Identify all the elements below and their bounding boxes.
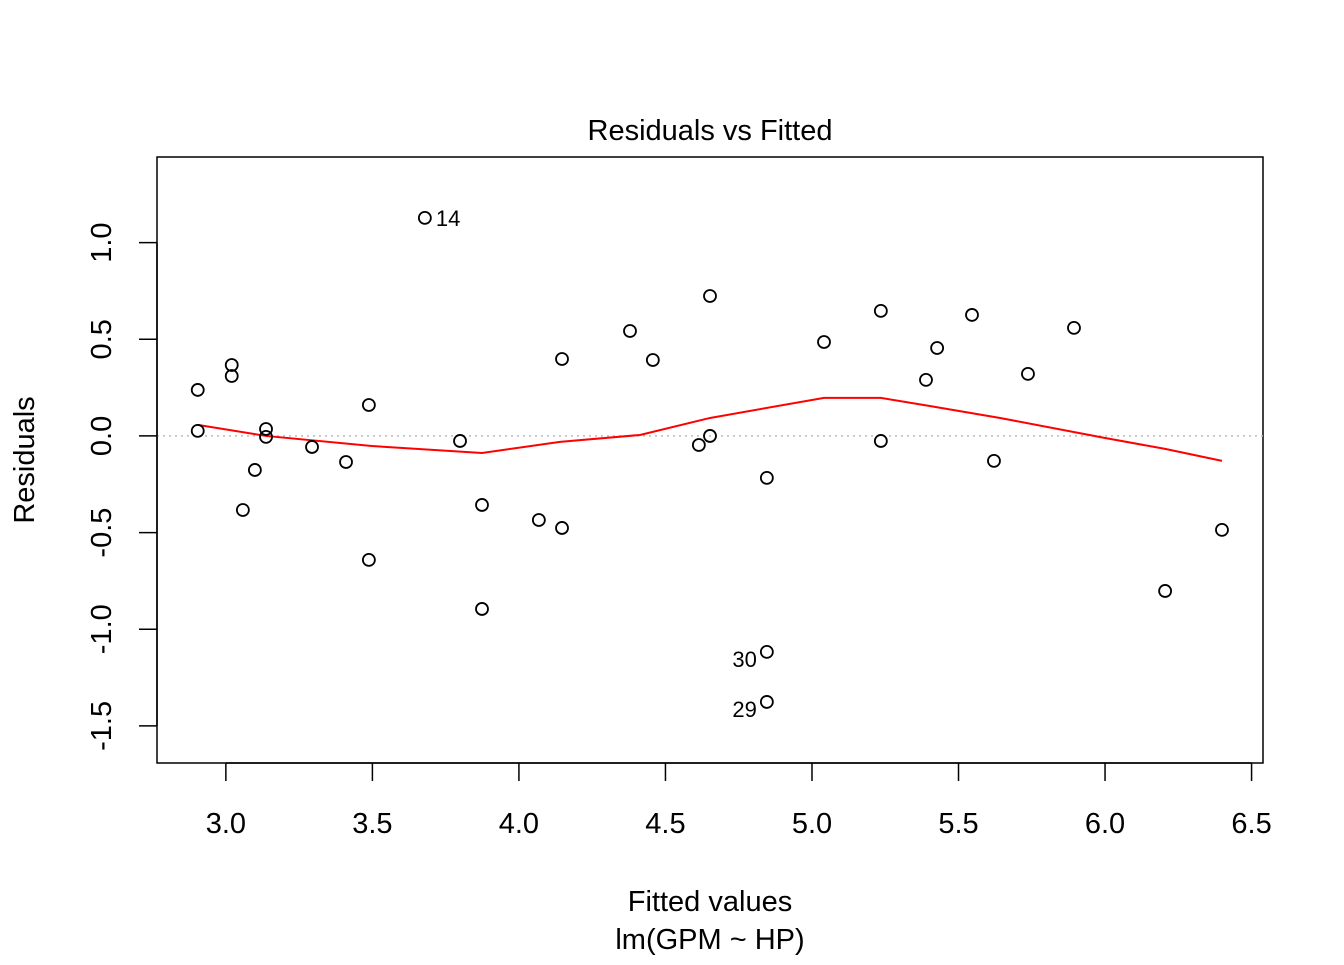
data-point bbox=[919, 372, 933, 387]
data-point bbox=[817, 335, 831, 349]
data-point bbox=[475, 498, 489, 512]
data-point bbox=[224, 369, 239, 383]
points-layer: 14 30 29 bbox=[190, 206, 1229, 722]
y-axis: -1.5 -1.0 -0.5 0.0 0.5 1.0 bbox=[86, 222, 158, 751]
data-point bbox=[339, 455, 353, 469]
data-point bbox=[623, 324, 637, 338]
y-tick-label: -1.5 bbox=[86, 701, 118, 751]
x-axis: 3.0 3.5 4.0 4.5 5.0 5.5 6.0 6.5 bbox=[206, 762, 1272, 840]
data-point bbox=[1158, 584, 1173, 598]
data-point bbox=[759, 695, 774, 709]
data-point bbox=[361, 552, 376, 567]
point-label: 14 bbox=[436, 206, 460, 231]
data-point bbox=[259, 422, 273, 436]
x-tick-label: 5.0 bbox=[792, 808, 832, 840]
y-tick-label: 1.0 bbox=[86, 222, 118, 262]
data-point bbox=[873, 434, 888, 448]
data-point bbox=[190, 424, 205, 438]
data-point bbox=[965, 308, 979, 322]
data-point bbox=[453, 434, 467, 448]
data-point bbox=[873, 303, 888, 318]
data-point bbox=[1215, 522, 1229, 537]
point-label: 29 bbox=[732, 697, 756, 722]
x-tick-label: 6.5 bbox=[1231, 808, 1271, 840]
data-point bbox=[1021, 366, 1035, 381]
data-point bbox=[305, 440, 319, 454]
data-point bbox=[531, 513, 546, 527]
point-label: 30 bbox=[732, 647, 756, 672]
data-point bbox=[987, 453, 1001, 468]
x-tick-label: 6.0 bbox=[1085, 808, 1125, 840]
y-tick-label: -1.0 bbox=[86, 604, 118, 654]
y-tick-label: 0.5 bbox=[86, 319, 118, 359]
plot-frame bbox=[156, 156, 1264, 764]
data-point bbox=[190, 383, 205, 397]
x-tick-label: 4.0 bbox=[499, 808, 539, 840]
data-point bbox=[645, 353, 660, 367]
data-point bbox=[555, 352, 569, 366]
y-axis-label: Residuals bbox=[9, 396, 41, 523]
x-axis-label: Fitted values bbox=[628, 886, 792, 918]
x-tick-label: 4.5 bbox=[645, 808, 685, 840]
y-tick-label: -0.5 bbox=[86, 508, 118, 558]
data-point bbox=[555, 521, 569, 535]
data-point bbox=[703, 289, 717, 303]
x-tick-label: 3.0 bbox=[206, 808, 246, 840]
data-point bbox=[930, 341, 945, 355]
x-tick-label: 5.5 bbox=[938, 808, 978, 840]
y-tick-label: 0.0 bbox=[86, 416, 118, 456]
lowess-smooth-line bbox=[197, 396, 1223, 462]
x-tick-label: 3.5 bbox=[352, 808, 392, 840]
data-point bbox=[475, 602, 489, 616]
data-point bbox=[417, 210, 432, 225]
data-point bbox=[247, 463, 262, 477]
data-point bbox=[361, 398, 376, 412]
data-point bbox=[224, 358, 239, 372]
chart-title: Residuals vs Fitted bbox=[588, 115, 833, 147]
data-point bbox=[1067, 320, 1081, 335]
data-point bbox=[235, 503, 250, 517]
data-point bbox=[259, 430, 273, 444]
data-point bbox=[691, 438, 706, 452]
x-axis-subtitle: lm(GPM ~ HP) bbox=[615, 924, 804, 956]
data-point bbox=[703, 429, 717, 443]
data-point bbox=[759, 470, 774, 485]
data-point bbox=[759, 644, 774, 659]
